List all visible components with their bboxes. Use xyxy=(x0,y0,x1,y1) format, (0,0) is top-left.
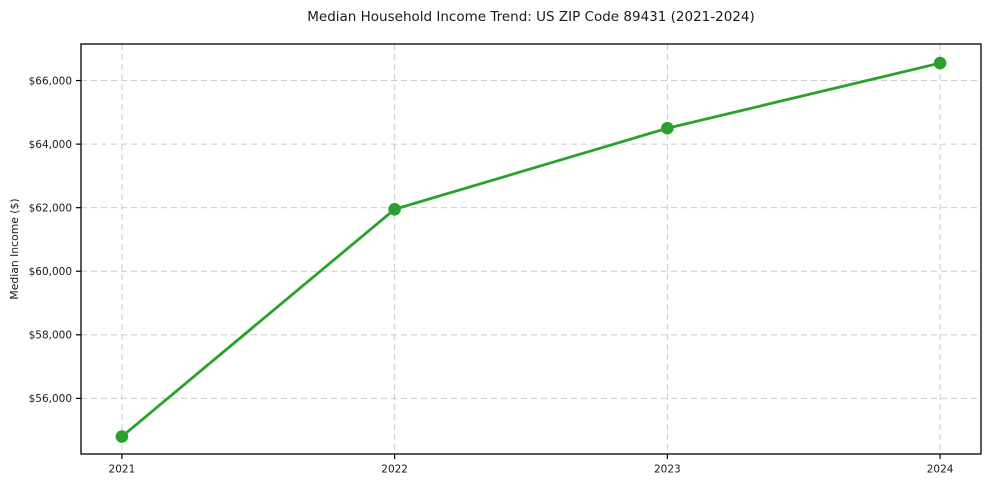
data-point-2022 xyxy=(388,202,401,216)
y-tick-label: $56,000 xyxy=(29,393,72,405)
plot-border xyxy=(80,43,982,455)
x-tick-label: 2023 xyxy=(654,464,681,476)
data-point-2021 xyxy=(115,430,129,443)
y-tick-label: $62,000 xyxy=(29,202,72,214)
y-tick-label: $66,000 xyxy=(29,75,72,87)
y-axis-label: Median Income ($) xyxy=(8,198,21,299)
y-tick-label: $64,000 xyxy=(29,139,72,151)
grid-lines xyxy=(81,44,981,454)
trend-line xyxy=(121,61,941,438)
x-tick-label: 2022 xyxy=(381,464,408,476)
income-line-series xyxy=(115,56,947,443)
y-tick-label: $60,000 xyxy=(29,266,72,278)
x-tick-label: 2024 xyxy=(927,464,954,476)
data-point-2023 xyxy=(661,121,674,135)
chart-title: Median Household Income Trend: US ZIP Co… xyxy=(307,9,755,25)
y-tick-label: $58,000 xyxy=(29,330,72,342)
axes: $56,000 $58,000 $60,000 $62,000 $64,000 $66,0… xyxy=(29,43,982,476)
x-tick-label: 2021 xyxy=(109,464,136,476)
data-point-2024 xyxy=(933,56,947,70)
